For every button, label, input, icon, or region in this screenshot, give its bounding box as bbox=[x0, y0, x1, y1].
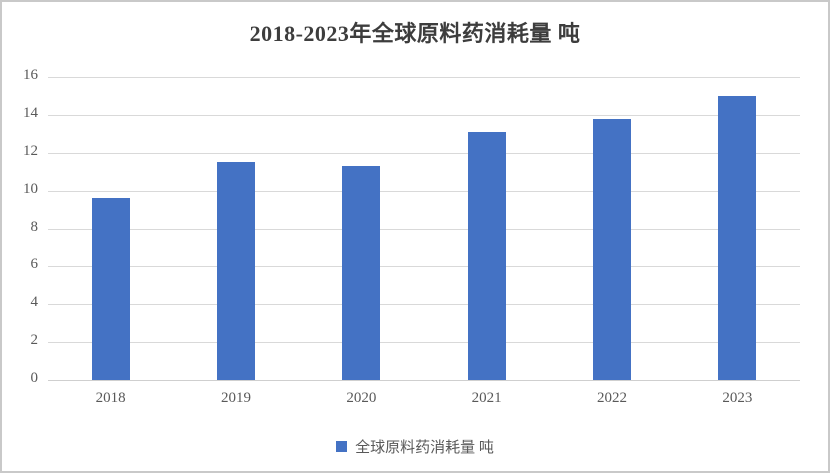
bar-2018 bbox=[91, 198, 130, 380]
x-axis-tick-label: 2021 bbox=[471, 390, 502, 406]
gridline bbox=[48, 304, 800, 306]
y-axis-tick-label: 10 bbox=[23, 180, 38, 197]
y-axis-tick-label: 4 bbox=[30, 294, 39, 311]
chart-legend: 全球原料药消耗量 吨 bbox=[2, 436, 828, 457]
legend-swatch-icon bbox=[336, 441, 348, 452]
gridline bbox=[48, 266, 800, 268]
x-axis-tick-label: 2022 bbox=[597, 390, 627, 406]
x-axis-tick-label: 2019 bbox=[221, 390, 251, 406]
gridline bbox=[48, 114, 800, 116]
y-axis-tick-label: 6 bbox=[30, 256, 39, 273]
y-axis-tick-label: 16 bbox=[23, 67, 38, 84]
y-axis-tick-label: 8 bbox=[30, 218, 39, 235]
bar-2021 bbox=[467, 131, 506, 380]
bar-2020 bbox=[342, 166, 381, 380]
gridline bbox=[48, 152, 800, 154]
chart-plot-area: 0 2 4 6 8 10 12 14 16 2018 2019 2020 2021 2022 2023 bbox=[23, 67, 800, 406]
x-axis-tick-label: 2023 bbox=[722, 390, 753, 406]
gridline bbox=[48, 190, 800, 192]
y-axis-tick-label: 2 bbox=[30, 332, 39, 349]
bar-2019 bbox=[217, 162, 255, 380]
y-axis-tick-label: 12 bbox=[23, 142, 38, 159]
gridline bbox=[48, 342, 800, 344]
y-axis-tick-label: 0 bbox=[30, 370, 39, 387]
bar-2023 bbox=[718, 95, 757, 380]
x-axis-tick-label: 2018 bbox=[95, 390, 126, 406]
chart-title: 2018-2023年全球原料药消耗量 吨 bbox=[249, 21, 581, 46]
x-axis-tick-label: 2020 bbox=[346, 390, 377, 406]
y-axis-tick-label: 14 bbox=[23, 105, 38, 122]
gridline bbox=[48, 77, 800, 78]
legend-label: 全球原料药消耗量 吨 bbox=[355, 440, 494, 456]
gridline bbox=[48, 228, 800, 230]
x-axis-line bbox=[48, 380, 800, 381]
bar-2022 bbox=[593, 118, 631, 380]
